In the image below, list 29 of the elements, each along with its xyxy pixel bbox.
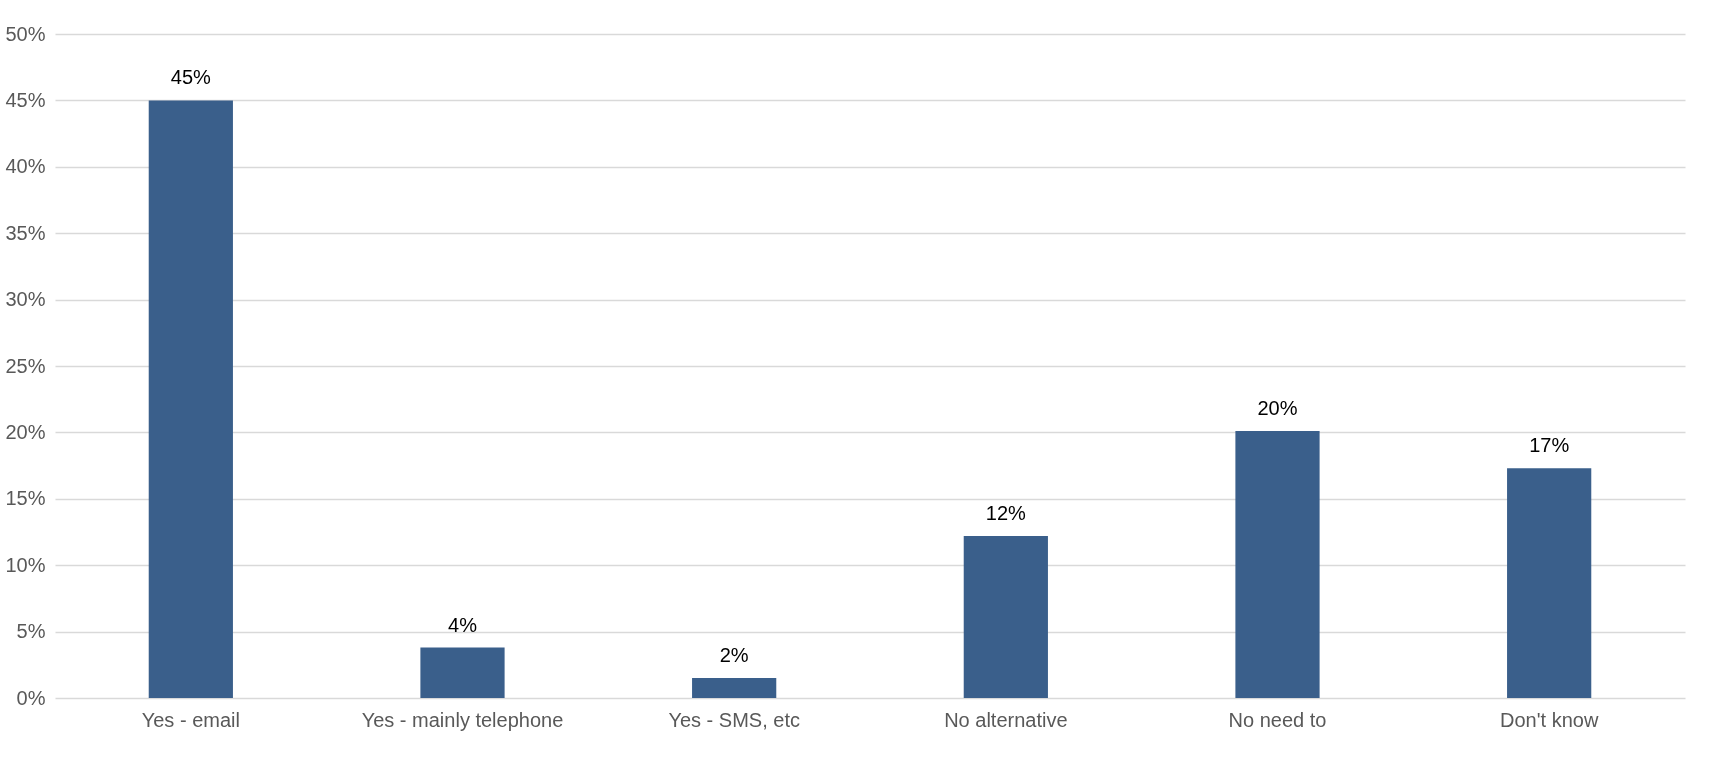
x-tick-label: No need to (1228, 708, 1327, 731)
y-tick-label: 20% (5, 420, 46, 443)
data-label: 2% (719, 644, 749, 667)
y-tick-label: 45% (5, 88, 46, 111)
y-tick-label: 35% (5, 221, 46, 244)
y-tick-label: 15% (5, 487, 46, 510)
x-tick-label: Yes - email (141, 708, 240, 731)
y-tick-label: 0% (16, 686, 46, 709)
bar (148, 100, 233, 698)
bar (963, 535, 1048, 698)
y-tick-label: 40% (5, 155, 46, 178)
x-tick-label: No alternative (944, 708, 1068, 731)
data-label: 20% (1257, 397, 1298, 420)
y-tick-label: 50% (5, 22, 46, 45)
x-tick-label: Yes - mainly telephone (361, 708, 564, 731)
x-tick-label: Don't know (1500, 708, 1599, 731)
bar (692, 678, 777, 698)
bar (420, 647, 505, 698)
y-tick-label: 5% (16, 620, 46, 643)
y-tick-label: 25% (5, 354, 46, 377)
y-tick-label: 30% (5, 288, 46, 311)
data-label: 4% (448, 613, 478, 636)
data-label: 45% (170, 66, 212, 89)
data-label: 12% (985, 501, 1027, 524)
bar (1507, 468, 1592, 698)
bar (1235, 431, 1320, 698)
x-tick-label: Yes - SMS, etc (668, 708, 800, 731)
data-label: 17% (1529, 434, 1570, 457)
y-tick-label: 10% (5, 553, 46, 576)
